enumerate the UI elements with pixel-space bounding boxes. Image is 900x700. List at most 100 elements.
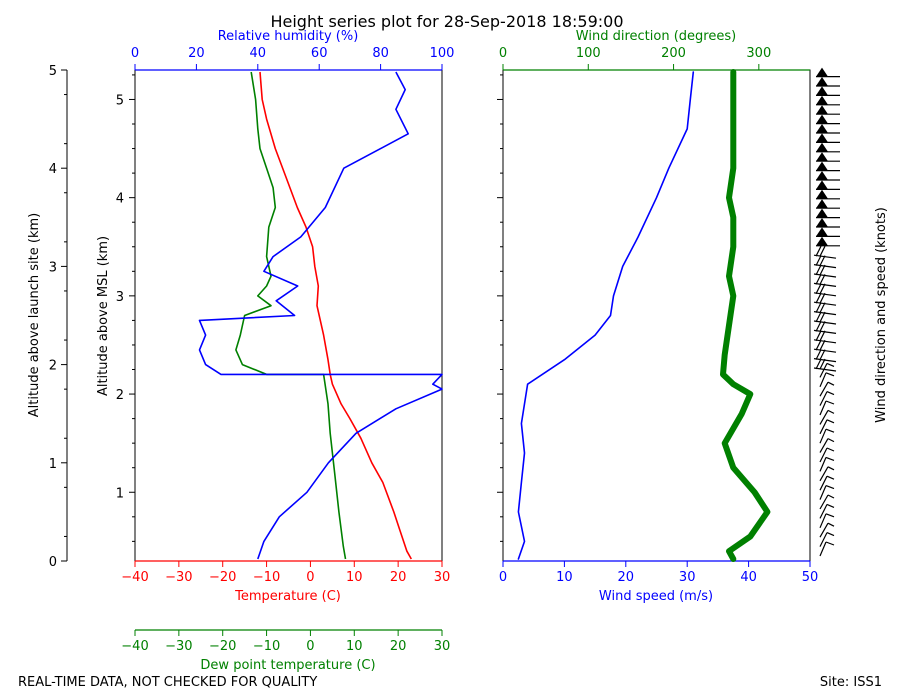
wind-barb-label: Wind direction and speed (knots): [874, 207, 889, 423]
wind-barb: [819, 447, 835, 463]
wind-barb: [813, 255, 837, 269]
rh-tick-label: 0: [131, 46, 139, 61]
wind-barb: [819, 381, 835, 397]
wind-barbs: [813, 67, 840, 557]
wind-barb: [816, 114, 840, 125]
outer-tick-label: 3: [49, 260, 57, 275]
wind-direction-axis-label: Wind direction (degrees): [576, 29, 736, 44]
temperature-axis-label: Temperature (C): [234, 589, 341, 604]
wind-barb: [816, 124, 840, 134]
msl-altitude-label: Altitude above MSL (km): [96, 236, 111, 396]
dewpoint-line: [235, 71, 347, 560]
msl-tick-label: 3: [116, 290, 124, 305]
wind-barb: [816, 105, 840, 115]
outer-tick-label: 1: [49, 457, 57, 472]
temperature-line: [259, 71, 412, 560]
wind-barb: [816, 199, 840, 209]
wind-barb: [816, 86, 840, 97]
wind-barb: [819, 372, 835, 388]
dewpoint-tick-label: −30: [165, 639, 192, 654]
wind-barb: [813, 339, 837, 353]
wind-barb: [813, 358, 837, 372]
wind-barb: [813, 330, 837, 344]
rh-tick-label: 100: [430, 46, 455, 61]
wind-barb: [819, 494, 835, 510]
wind-barb: [816, 95, 840, 106]
rh-tick-label: 20: [188, 46, 205, 61]
chart-title: Height series plot for 28-Sep-2018 18:59…: [270, 12, 623, 31]
dewpoint-tick-label: −10: [253, 639, 280, 654]
rh-tick-label: 40: [250, 46, 267, 61]
msl-tick-label: 2: [116, 388, 124, 403]
wind-barb: [819, 409, 835, 425]
dewpoint-axis-label: Dew point temperature (C): [200, 658, 375, 673]
wind-barb: [816, 77, 840, 87]
wind-barb: [819, 503, 835, 519]
temperature-tick-label: 10: [346, 570, 363, 585]
wind-frame: [502, 69, 811, 562]
outer-tick-label: 0: [49, 555, 57, 570]
wind-barb: [819, 438, 835, 453]
wind-barb: [813, 283, 837, 297]
wind-barb: [816, 227, 840, 237]
temperature-tick-label: −30: [165, 570, 192, 585]
wind-barb: [819, 466, 835, 482]
wind-barb: [816, 236, 840, 247]
wind-speed-tick-label: 40: [740, 570, 757, 585]
wind-barb: [819, 391, 835, 406]
wind-barb: [819, 522, 835, 538]
wind-speed-tick-label: 20: [618, 570, 635, 585]
wind-speed-tick-label: 30: [679, 570, 696, 585]
wind-direction-tick-label: 0: [499, 46, 507, 61]
wind-barb: [813, 321, 837, 334]
wind-barb: [819, 428, 835, 444]
wind-direction-line: [720, 69, 771, 562]
wind-barb: [813, 245, 837, 259]
wind-speed-line: [517, 71, 695, 560]
wind-barb: [816, 180, 840, 190]
wind-barb: [813, 264, 837, 278]
wind-barb: [813, 292, 837, 306]
wind-barb: [816, 152, 840, 162]
wind-barb: [819, 362, 835, 378]
dewpoint-tick-label: 10: [346, 639, 363, 654]
thermo-panel: 1 2 3 4 5 −40 −30 −20 −10 0 10 20 30 −40 −30 −20 −10 0 1…: [96, 29, 454, 673]
wind-barb: [816, 189, 840, 200]
wind-barb: [816, 133, 840, 143]
temperature-tick-label: 0: [306, 570, 314, 585]
wind-barb: [816, 142, 840, 153]
site-label: Site: ISS1: [820, 675, 882, 690]
temperature-tick-label: −10: [253, 570, 280, 585]
wind-barb: [813, 274, 837, 287]
msl-tick-label: 1: [116, 486, 124, 501]
wind-barb: [819, 513, 835, 529]
wind-barb: [819, 532, 835, 547]
outer-tick-label: 2: [49, 359, 57, 374]
rh-tick-label: 60: [311, 46, 328, 61]
outer-tick-label: 5: [49, 64, 57, 79]
wind-barb: [819, 419, 835, 435]
wind-barb: [819, 456, 835, 472]
wind-speed-tick-label: 10: [556, 570, 573, 585]
outer-tick-label: 4: [49, 162, 57, 177]
wind-speed-tick-label: 0: [499, 570, 507, 585]
temperature-tick-label: 20: [390, 570, 407, 585]
rh-line: [198, 71, 443, 560]
wind-barb: [816, 208, 840, 219]
temperature-tick-label: −40: [121, 570, 148, 585]
wind-direction-tick-label: 100: [576, 46, 601, 61]
dewpoint-tick-label: −40: [121, 639, 148, 654]
dewpoint-tick-label: 0: [306, 639, 314, 654]
wind-speed-axis-label: Wind speed (m/s): [599, 589, 713, 604]
wind-barb: [819, 485, 835, 500]
wind-barb: [819, 541, 835, 557]
msl-tick-label: 4: [116, 192, 124, 207]
dewpoint-tick-label: 20: [390, 639, 407, 654]
wind-speed-tick-label: 50: [802, 570, 819, 585]
wind-barb: [813, 349, 837, 363]
temperature-tick-label: −20: [209, 570, 236, 585]
msl-tick-label: 5: [116, 93, 124, 108]
quality-note: REAL-TIME DATA, NOT CHECKED FOR QUALITY: [18, 675, 317, 690]
wind-direction-tick-label: 200: [661, 46, 686, 61]
